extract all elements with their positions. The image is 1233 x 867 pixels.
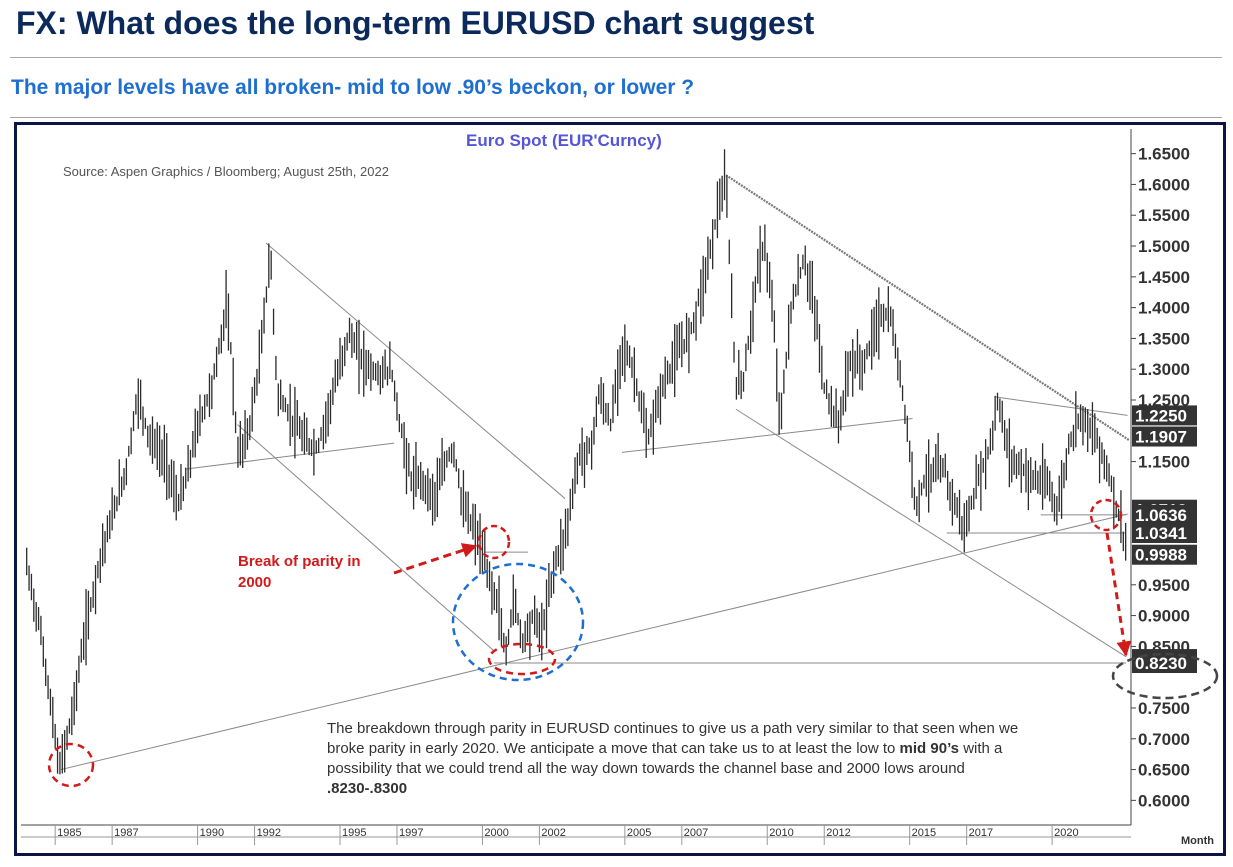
x-tick-label: 1990 (200, 827, 224, 839)
parity-arrow (393, 543, 478, 575)
y-tick-label: 1.5500 (1138, 206, 1190, 225)
y-boxed-label-bg (1132, 522, 1197, 543)
x-tick-label: 2005 (627, 827, 651, 839)
y-boxed-label: 0.8230 (1135, 654, 1187, 673)
x-tick-label: 1987 (114, 827, 138, 839)
lower-channel-line (237, 424, 495, 652)
page-title: FX: What does the long-term EURUSD chart… (16, 5, 815, 41)
chart-frame: 1.6500 1.6000 1.5500 1.5000 1.4500 1.4000 1.35… (14, 122, 1226, 856)
2000-low-zone-circle (451, 562, 585, 682)
title-divider (10, 57, 1222, 58)
commentary-box: The breakdown through parity in EURUSD c… (327, 719, 1037, 799)
y-boxed-label-bg (1132, 504, 1197, 525)
y-tick-label: 1.3000 (1138, 360, 1190, 379)
eurusd-chart: 1.6500 1.6000 1.5500 1.5000 1.4500 1.4000 1.35… (21, 129, 1219, 847)
commentary-part2: with a possibility that we could trend a… (327, 740, 1003, 777)
target-arrow (1105, 532, 1132, 657)
parity-break-2000-circle (477, 524, 511, 560)
y-boxed-labels: 1.22501.19071.07191.06361.03410.99880.82… (1132, 405, 1197, 674)
y-tick-label: 1.6000 (1138, 175, 1190, 194)
long-term-support-line (60, 513, 1128, 771)
subtitle-divider (10, 117, 1222, 118)
y-boxed-label: 1.0341 (1135, 524, 1187, 543)
y-boxed-label-bg (1132, 405, 1197, 426)
x-tick-label: 2002 (541, 827, 565, 839)
commentary-bold1: mid 90’s (899, 740, 960, 757)
long-term-resistance-line (725, 174, 1130, 441)
commentary-bold2: .8230-.8300 (327, 780, 408, 797)
x-tick-label: 2015 (912, 827, 936, 839)
x-tick-label: 2007 (684, 827, 708, 839)
y-boxed-label-bg (1132, 426, 1197, 447)
x-tick-label: 1997 (399, 827, 423, 839)
y-tick-label: 0.6000 (1138, 791, 1190, 810)
support-2005-line (621, 417, 913, 453)
y-tick-label: 1.1500 (1138, 453, 1190, 472)
upper-channel-line (265, 242, 566, 499)
x-tick-label: 2020 (1054, 827, 1078, 839)
y-tick-label: 1.4500 (1138, 268, 1190, 287)
y-boxed-label: 1.1907 (1135, 428, 1187, 447)
chart-title: Euro Spot (EUR'Curncy) (466, 131, 662, 150)
y-tick-label: 0.6500 (1138, 761, 1190, 780)
lower-channel-2008-line (735, 408, 1127, 658)
x-tick-label: 2000 (484, 827, 508, 839)
x-tick-label: 1985 (57, 827, 81, 839)
y-tick-labels: 1.6500 1.6000 1.5500 1.5000 1.4500 1.4000 1.35… (1131, 145, 1190, 810)
x-tick-label: 1995 (342, 827, 366, 839)
y-tick-label: 0.9500 (1138, 576, 1190, 595)
current-break-circle (1089, 498, 1123, 532)
y-boxed-label: 1.2250 (1135, 406, 1187, 425)
y-tick-label: 0.7000 (1138, 730, 1190, 749)
y-tick-label: 1.2500 (1138, 391, 1190, 410)
y-tick-label: 0.7500 (1138, 699, 1190, 718)
annotations: Break of parity in 2000 (47, 498, 1219, 788)
chart-source: Source: Aspen Graphics / Bloomberg; Augu… (63, 164, 389, 179)
x-tick-label: 1992 (257, 827, 281, 839)
y-tick-label: 0.9000 (1138, 607, 1190, 626)
commentary-part1: The breakdown through parity in EURUSD c… (327, 720, 1019, 757)
page-subtitle: The major levels have all broken- mid to… (11, 76, 695, 99)
commentary-text: The breakdown through parity in EURUSD c… (327, 719, 1037, 799)
x-unit-label: Month (1181, 835, 1214, 847)
parity-label: Break of parity in 2000 (238, 553, 365, 591)
y-boxed-label-bg (1132, 544, 1197, 565)
upper-2018-line (995, 396, 1128, 416)
y-tick-label: 1.3500 (1138, 329, 1190, 348)
trendlines (60, 174, 1130, 771)
price-bars (26, 149, 1127, 775)
y-boxed-label: 0.9988 (1135, 546, 1187, 565)
target-zone-circle (1111, 652, 1219, 700)
y-tick-label: 1.5000 (1138, 237, 1190, 256)
y-tick-label: 1.6500 (1138, 145, 1190, 164)
y-boxed-label-bg (1132, 653, 1197, 674)
1985-low-circle (47, 742, 95, 788)
x-tick-label: 2017 (969, 827, 993, 839)
y-tick-label: 1.4000 (1138, 299, 1190, 318)
y-boxed-label: 1.0636 (1135, 506, 1187, 525)
x-tick-labels: 1985 1987 1990 1992 1995 1997 2000 2002 2005 2007… (54, 825, 1079, 845)
x-tick-label: 2010 (769, 827, 793, 839)
2000-low-circle (487, 642, 557, 676)
mid-support-line (186, 442, 395, 470)
x-tick-label: 2012 (826, 827, 850, 839)
